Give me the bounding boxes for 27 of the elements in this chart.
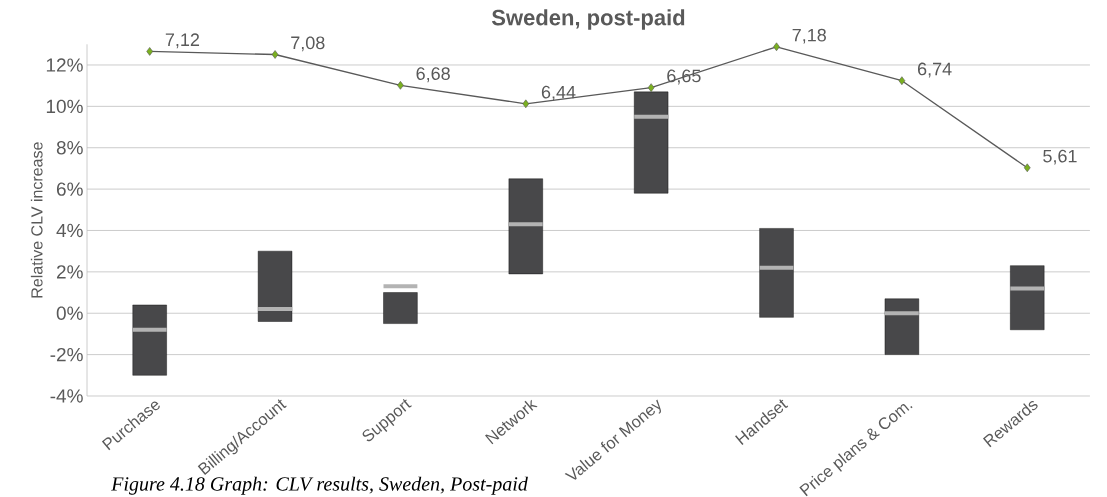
y-tick-label: 12% <box>46 58 83 72</box>
data-label: 6,44 <box>541 85 576 101</box>
data-label: 7,12 <box>165 33 200 49</box>
point <box>522 99 530 109</box>
point <box>898 76 906 85</box>
point <box>397 81 404 90</box>
y-tick-label: 0% <box>56 306 83 320</box>
point <box>271 50 279 59</box>
y-axis-title: Relative CLV increase <box>30 142 43 298</box>
data-label: 5,61 <box>1043 149 1077 165</box>
y-tick-label: 8% <box>56 141 83 155</box>
point <box>146 47 153 56</box>
y-tick-label: -4% <box>50 389 83 403</box>
point <box>773 42 780 52</box>
point <box>1023 163 1031 173</box>
y-tick-label: 6% <box>56 182 83 196</box>
y-tick-label: 10% <box>46 99 83 114</box>
y-tick-label: 2% <box>56 265 83 279</box>
caption: Figure 4.18 Graph: CLV results, Sweden, Post-paid <box>111 476 528 495</box>
y-tick-label: -2% <box>50 347 83 362</box>
point <box>647 83 655 92</box>
data-label: 6,68 <box>416 67 450 83</box>
data-label: 7,18 <box>792 28 826 44</box>
chart-title: Sweden, post-paid <box>491 9 685 30</box>
y-tick-label: 4% <box>56 223 83 238</box>
data-label: 7,08 <box>291 36 325 52</box>
data-label: 6,74 <box>918 62 952 78</box>
